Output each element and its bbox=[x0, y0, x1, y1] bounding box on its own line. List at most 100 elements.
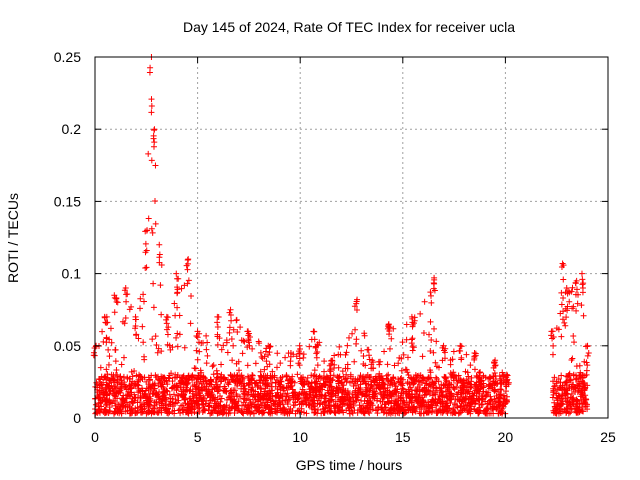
data-point-peak bbox=[193, 333, 200, 340]
data-point bbox=[370, 389, 377, 396]
data-point bbox=[570, 303, 577, 310]
data-point bbox=[96, 387, 103, 394]
data-point bbox=[260, 374, 267, 381]
data-point bbox=[321, 409, 328, 416]
data-point-peak bbox=[183, 262, 190, 269]
data-point bbox=[570, 397, 577, 404]
data-point bbox=[223, 337, 230, 344]
data-point-peak bbox=[194, 334, 201, 341]
data-point bbox=[442, 400, 449, 407]
data-point bbox=[325, 404, 332, 411]
data-point bbox=[153, 390, 160, 397]
data-point-peak bbox=[150, 132, 157, 139]
data-point-peak bbox=[214, 324, 221, 331]
data-point bbox=[324, 408, 331, 415]
data-point bbox=[396, 354, 403, 361]
data-point bbox=[496, 401, 503, 408]
data-point-peak bbox=[175, 275, 182, 282]
data-point bbox=[155, 394, 162, 401]
data-point bbox=[336, 384, 343, 391]
data-point bbox=[209, 363, 216, 370]
data-point bbox=[158, 348, 165, 355]
data-point bbox=[174, 330, 181, 337]
data-point bbox=[492, 398, 499, 405]
data-point bbox=[156, 404, 163, 411]
data-point bbox=[388, 397, 395, 404]
data-point bbox=[430, 382, 437, 389]
data-point bbox=[224, 396, 231, 403]
data-point bbox=[405, 372, 412, 379]
data-point-peak bbox=[142, 265, 149, 272]
data-point bbox=[171, 300, 178, 307]
data-point bbox=[420, 375, 427, 382]
data-point bbox=[135, 376, 142, 383]
data-point-peak bbox=[228, 317, 235, 324]
data-point bbox=[178, 388, 185, 395]
data-point bbox=[454, 379, 461, 386]
data-point bbox=[131, 367, 138, 374]
data-point bbox=[153, 341, 160, 348]
data-point bbox=[558, 400, 565, 407]
data-point bbox=[337, 398, 344, 405]
data-point bbox=[384, 384, 391, 391]
data-point bbox=[164, 381, 171, 388]
x-tick-label: 0 bbox=[91, 429, 99, 445]
data-point bbox=[295, 360, 302, 367]
data-point bbox=[298, 400, 305, 407]
data-point bbox=[306, 392, 313, 399]
data-point bbox=[145, 387, 152, 394]
data-point bbox=[374, 406, 381, 413]
data-point bbox=[448, 371, 455, 378]
data-point bbox=[563, 373, 570, 380]
data-point bbox=[362, 362, 369, 369]
data-point bbox=[282, 390, 289, 397]
data-point bbox=[105, 361, 112, 368]
data-point bbox=[498, 386, 505, 393]
data-point bbox=[435, 378, 442, 385]
data-point bbox=[367, 385, 374, 392]
data-point bbox=[178, 402, 185, 409]
data-point bbox=[580, 372, 587, 379]
data-point bbox=[289, 407, 296, 414]
data-point bbox=[95, 400, 102, 407]
data-point bbox=[484, 405, 491, 412]
data-point bbox=[269, 368, 276, 375]
data-point bbox=[210, 362, 217, 369]
data-point bbox=[206, 402, 213, 409]
data-point bbox=[384, 361, 391, 368]
data-point-peak bbox=[312, 344, 319, 351]
data-point bbox=[169, 395, 176, 402]
data-point bbox=[279, 384, 286, 391]
data-point bbox=[271, 372, 278, 379]
data-point bbox=[143, 401, 150, 408]
data-point bbox=[376, 384, 383, 391]
data-point bbox=[152, 220, 159, 227]
data-point bbox=[426, 331, 433, 338]
data-point bbox=[185, 277, 192, 284]
data-point bbox=[400, 390, 407, 397]
data-point-peak bbox=[431, 287, 438, 294]
data-point bbox=[391, 362, 398, 369]
data-point bbox=[169, 384, 176, 391]
data-point bbox=[480, 373, 487, 380]
data-point bbox=[373, 376, 380, 383]
data-point bbox=[315, 389, 322, 396]
data-point bbox=[200, 407, 207, 414]
data-point bbox=[125, 401, 132, 408]
data-point bbox=[578, 302, 585, 309]
data-point bbox=[169, 344, 176, 351]
data-point bbox=[467, 384, 474, 391]
data-point bbox=[352, 376, 359, 383]
data-point bbox=[379, 379, 386, 386]
data-point bbox=[473, 408, 480, 415]
data-point bbox=[232, 398, 239, 405]
data-point bbox=[311, 403, 318, 410]
data-point bbox=[125, 388, 132, 395]
data-point bbox=[181, 406, 188, 413]
data-point bbox=[143, 410, 150, 417]
data-point bbox=[208, 381, 215, 388]
data-point bbox=[404, 369, 411, 376]
data-point bbox=[463, 351, 470, 358]
data-point bbox=[141, 390, 148, 397]
data-point-peak bbox=[285, 350, 292, 357]
